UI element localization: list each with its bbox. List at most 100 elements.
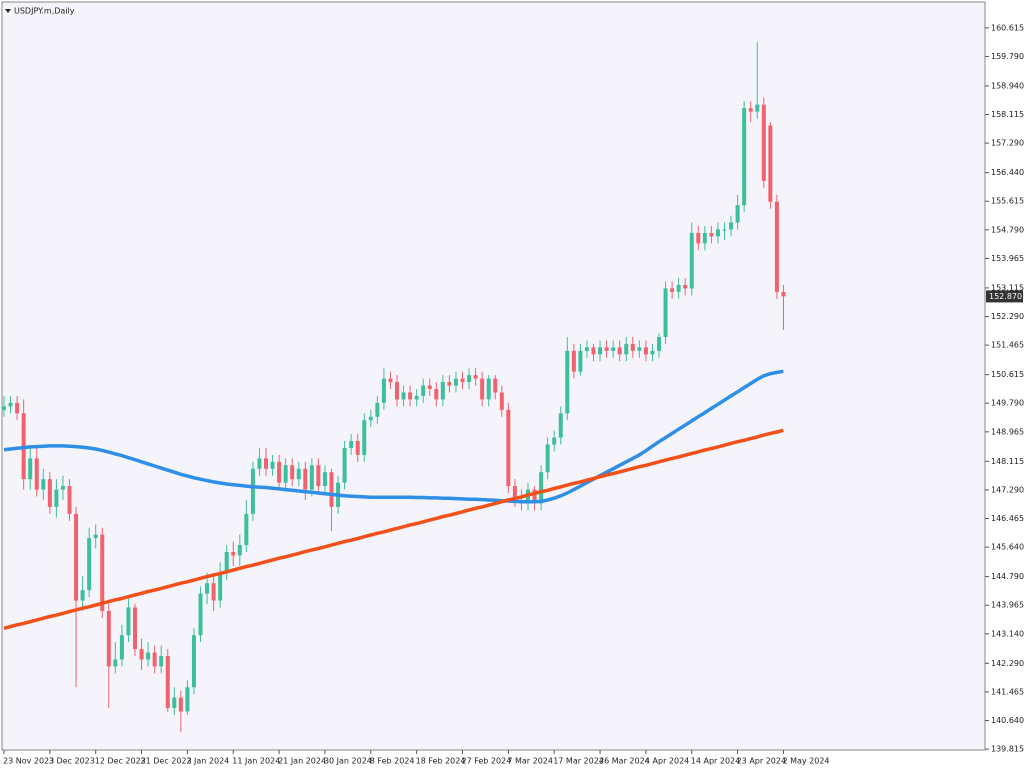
candle-body (414, 395, 419, 400)
candle-body (139, 649, 144, 660)
menu-triangle (5, 9, 11, 13)
y-tick-label: 141.465 (991, 687, 1024, 696)
candle-body (165, 656, 170, 709)
candle-body (539, 472, 544, 504)
candle-body (28, 458, 33, 480)
x-tick-label: 14 Apr 2024 (691, 757, 740, 766)
candle-body (493, 378, 498, 393)
candle-body (421, 385, 426, 396)
x-tick-label: 11 Jan 2024 (232, 757, 280, 766)
y-tick-label: 156.440 (991, 168, 1024, 177)
y-tick-label: 139.815 (991, 745, 1024, 754)
y-tick-label: 146.465 (991, 514, 1024, 523)
candle-body (486, 378, 491, 400)
candle-body (296, 468, 301, 480)
candle-body (185, 687, 190, 712)
candle-body (408, 392, 413, 400)
y-tick-label: 140.640 (991, 716, 1024, 725)
candle-body (106, 610, 111, 667)
candle-body (499, 392, 504, 410)
x-tick-label: 4 Apr 2024 (645, 757, 689, 766)
candle-body (257, 458, 262, 469)
candle-body (480, 378, 485, 400)
candle-body (54, 489, 59, 507)
candle-body (689, 232, 694, 289)
candle-body (643, 347, 648, 355)
candle-body (100, 534, 105, 611)
x-tick-label: 17 Mar 2024 (553, 757, 604, 766)
x-tick-label: 2 May 2024 (782, 757, 829, 766)
candle-body (211, 583, 216, 601)
candle-body (506, 409, 511, 487)
candle-body (748, 108, 753, 112)
candle-body (729, 222, 734, 230)
candle-body (368, 416, 373, 421)
candle-body (290, 465, 295, 480)
candle-body (781, 291, 786, 297)
candle-body (362, 420, 367, 455)
x-tick-label: 3 Dec 2023 (49, 757, 95, 766)
y-tick-label: 144.790 (991, 572, 1024, 581)
x-tick-label: 21 Jan 2024 (278, 757, 326, 766)
y-tick-label: 157.290 (991, 139, 1024, 148)
candle-body (178, 697, 183, 712)
candle-body (630, 343, 635, 351)
candle-body (722, 229, 727, 231)
moving-average-line (3, 369, 784, 504)
plot: 160.615 159.790 158.940 158.115 157.290 156.4… (2, 23, 1024, 766)
x-tick-label: 21 Dec 2023 (141, 757, 192, 766)
current-price-box (986, 290, 1023, 303)
candle-body (755, 104, 760, 112)
candle-body (41, 479, 46, 490)
candle-body (460, 378, 465, 383)
candle-body (67, 486, 72, 514)
candle-body (60, 486, 65, 490)
candle-body (532, 489, 537, 504)
candle-body (440, 382, 445, 400)
candle-body (427, 385, 432, 390)
candle-body (552, 437, 557, 445)
candle-body (375, 402, 380, 417)
y-tick-label: 143.140 (991, 629, 1024, 638)
candle-body (453, 378, 458, 386)
candle-body (611, 347, 616, 351)
candle-body (152, 652, 157, 667)
candle-body (218, 572, 223, 601)
y-tick-label: 152.290 (991, 312, 1024, 321)
x-tick-label: 26 Mar 2024 (599, 757, 650, 766)
candle-body (401, 392, 406, 400)
candle-body (591, 347, 596, 355)
y-tick-label: 159.790 (991, 52, 1024, 61)
x-tick-label: 23 Apr 2024 (737, 757, 786, 766)
candle-body (126, 607, 131, 636)
x-tick-label: 8 Feb 2024 (370, 757, 415, 766)
candle-body (237, 545, 242, 556)
candle-body (342, 447, 347, 483)
candle-body (329, 472, 334, 507)
candle-body (467, 375, 472, 383)
candle-body (316, 465, 321, 487)
candle-body (205, 583, 210, 594)
candle-body (224, 551, 229, 573)
plot-area (1, 1, 986, 751)
y-tick-label: 150.615 (991, 370, 1024, 379)
candle-body (264, 458, 268, 469)
candle-body (146, 652, 151, 660)
candle-body (244, 513, 249, 546)
x-tick-label: 12 Dec 2023 (95, 757, 146, 766)
candle-body (191, 635, 196, 688)
candle-body (650, 350, 655, 355)
candle-body (355, 441, 360, 455)
y-tick-label: 155.615 (991, 197, 1024, 206)
candle-body (447, 382, 452, 386)
y-tick-label: 149.790 (991, 399, 1024, 408)
candle-body (761, 104, 766, 181)
candle-body (657, 336, 661, 351)
y-tick-label: 145.640 (991, 543, 1024, 552)
candle-body (702, 232, 707, 244)
candle-body (584, 347, 589, 351)
candle-body (80, 590, 85, 601)
y-tick-label: 151.465 (991, 341, 1024, 350)
y-tick-label: 160.615 (991, 23, 1024, 32)
